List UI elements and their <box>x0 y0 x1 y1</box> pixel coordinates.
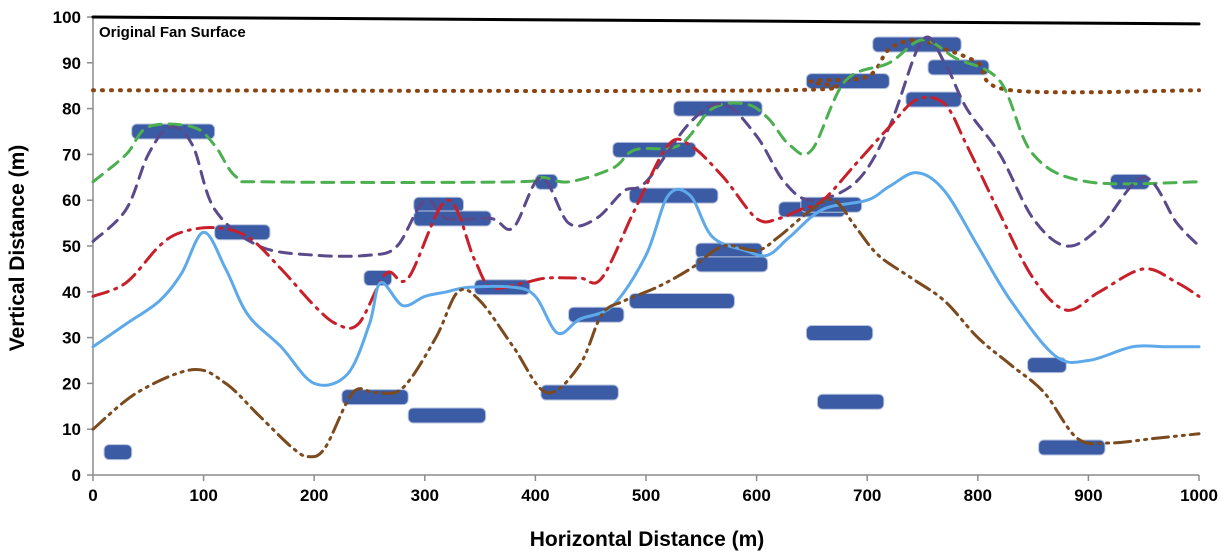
y-tick-label: 0 <box>72 466 81 485</box>
y-tick-label: 40 <box>62 283 81 302</box>
series-line-dotted <box>91 37 1201 95</box>
series-line-solid <box>91 171 1201 387</box>
x-tick-label: 200 <box>300 486 328 505</box>
annotation-original-fan-surface: Original Fan Surface <box>99 24 246 41</box>
y-tick-label: 70 <box>62 145 81 164</box>
x-tick-label: 900 <box>1074 486 1102 505</box>
x-tick-label: 100 <box>189 486 217 505</box>
y-tick-label: 20 <box>62 374 81 393</box>
x-tick-label: 700 <box>853 486 881 505</box>
y-tick-label: 10 <box>62 420 81 439</box>
x-axis-title: Horizontal Distance (m) <box>530 528 765 551</box>
series-line-dashdot <box>91 95 1201 330</box>
series-line-dashdotdot <box>91 197 1201 459</box>
bar-block <box>407 407 487 424</box>
x-tick-label: 300 <box>411 486 439 505</box>
bar-block <box>695 256 769 273</box>
bar-block <box>628 292 735 309</box>
bar-block <box>805 325 874 342</box>
bar-block <box>1027 357 1067 374</box>
bar-block <box>628 187 719 204</box>
series-line-dashed <box>91 38 1201 186</box>
y-tick-label: 30 <box>62 329 81 348</box>
x-tick-label: 0 <box>88 486 97 505</box>
y-tick-label: 50 <box>62 237 81 256</box>
x-tick-label: 800 <box>964 486 992 505</box>
y-tick-label: 90 <box>62 54 81 73</box>
axes <box>87 16 1200 481</box>
line-layer <box>91 15 1201 459</box>
x-tick-label: 400 <box>521 486 549 505</box>
y-tick-label: 80 <box>62 100 81 119</box>
y-tick-label: 100 <box>53 8 81 27</box>
series-line-dashed <box>91 35 1201 258</box>
x-tick-label: 600 <box>742 486 770 505</box>
bar-block <box>103 444 133 461</box>
y-tick-label: 60 <box>62 191 81 210</box>
series-line-solid <box>91 15 1201 26</box>
x-tick-label: 1000 <box>1180 486 1218 505</box>
bar-block <box>816 393 885 410</box>
bar-block <box>1038 439 1106 456</box>
bar-block <box>673 100 763 117</box>
y-axis-title: Vertical Distance (m) <box>6 145 29 352</box>
x-tick-label: 500 <box>632 486 660 505</box>
